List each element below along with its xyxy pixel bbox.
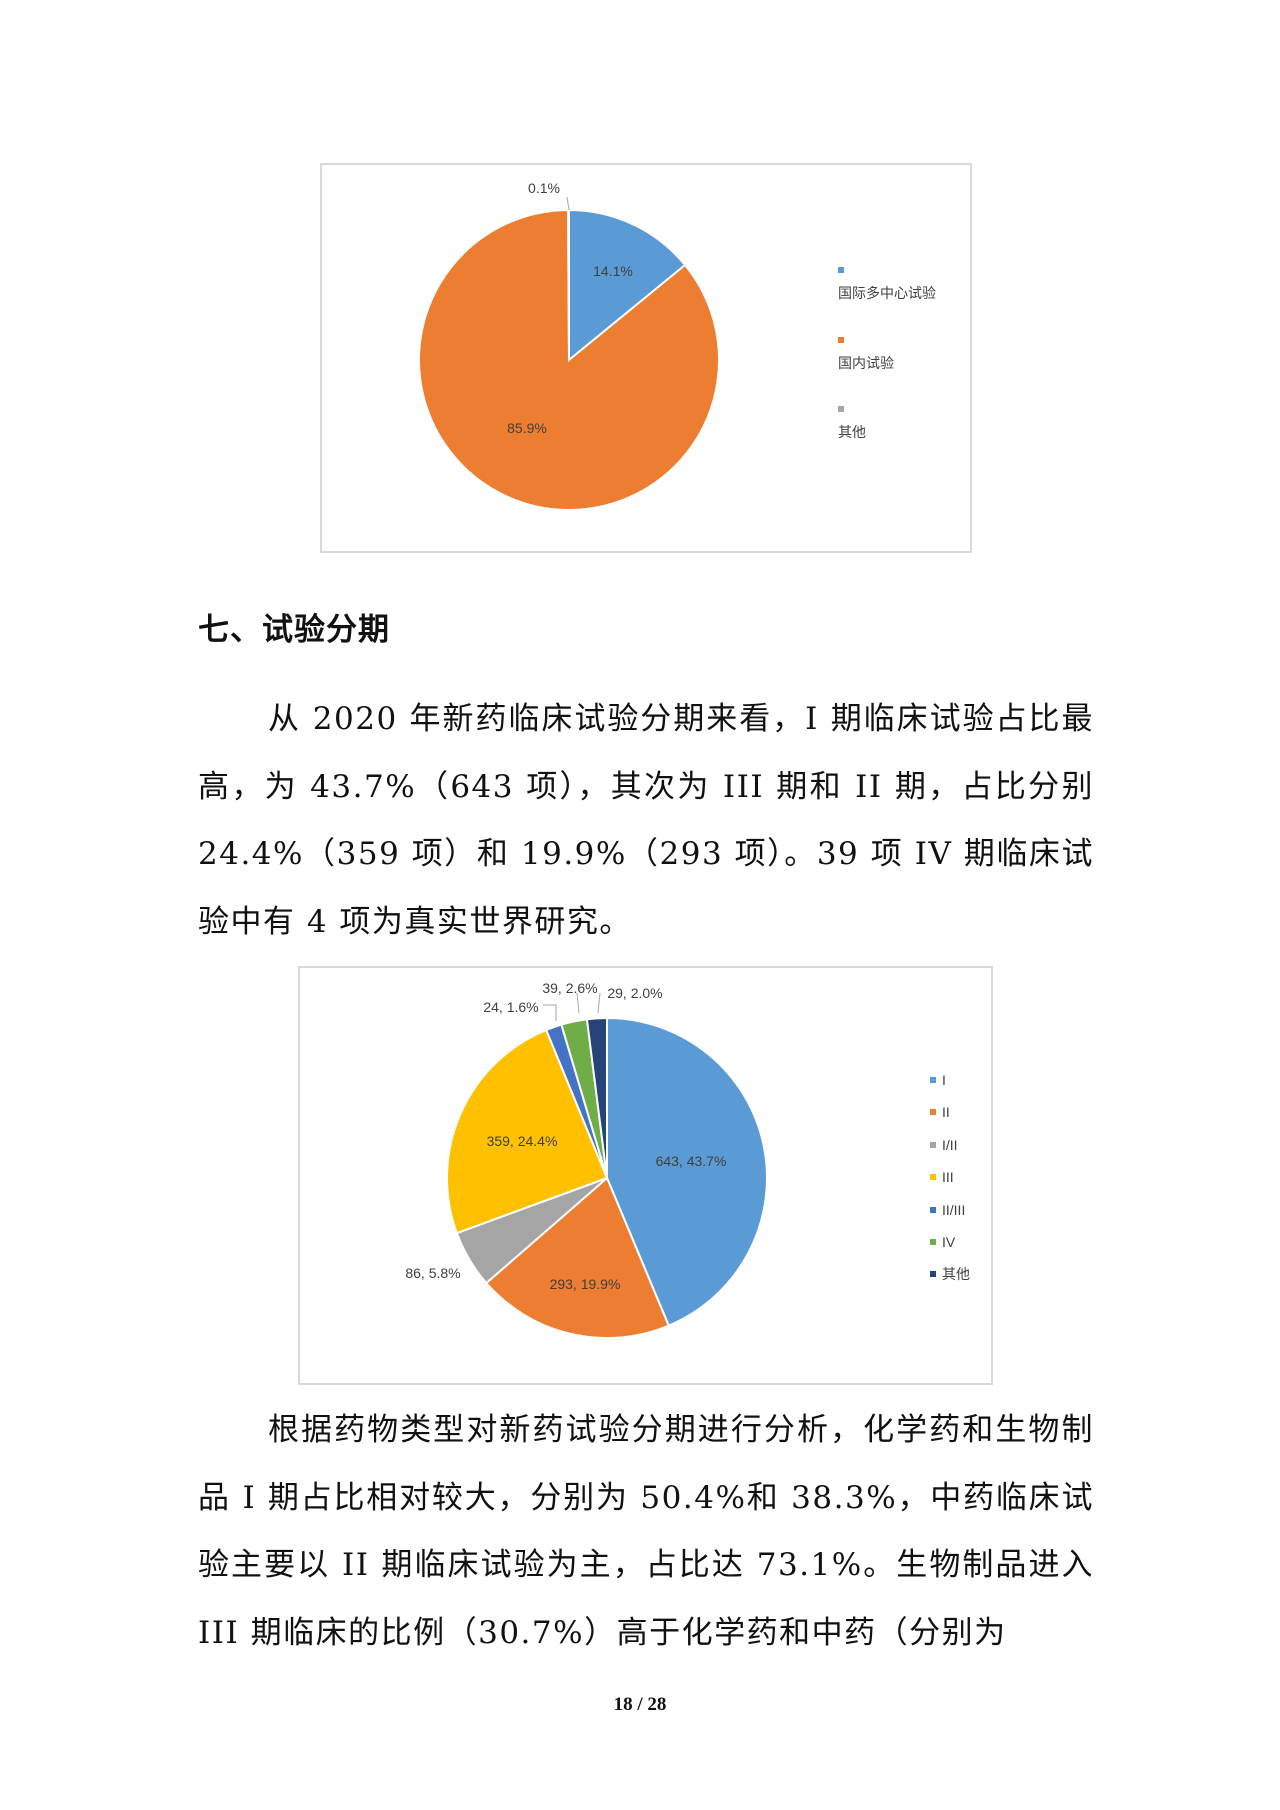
data-label: 29, 2.0% (607, 985, 662, 1001)
leader-line (597, 992, 601, 1014)
legend-label: IV (942, 1234, 956, 1250)
legend-label: 其他 (942, 1266, 970, 1282)
legend-marker (930, 1142, 936, 1148)
pie-slice (484, 1176, 671, 1339)
legend-marker (930, 1109, 936, 1115)
leader-line (543, 1004, 557, 1021)
legend-marker (930, 1174, 936, 1180)
legend-label: III (942, 1169, 954, 1185)
data-label: 85.9% (507, 420, 547, 436)
legend-marker (838, 337, 844, 343)
trial-type-pie-chart: 14.1% 85.9% 0.1% 国际多中心试验 国内试验其他 (320, 163, 972, 553)
pie-slice (606, 1016, 768, 1327)
section-heading: 七、试验分期 (198, 612, 390, 648)
legend-label: I (942, 1072, 946, 1088)
leader-line (566, 196, 570, 211)
legend-marker (930, 1077, 936, 1083)
page-number: 18 / 28 (613, 1694, 667, 1715)
data-label: 0.1% (528, 180, 560, 196)
pie-slice (418, 208, 720, 511)
legend-label: II (942, 1104, 950, 1120)
data-label: 39, 2.6% (542, 980, 597, 996)
legend-label: I/II (942, 1137, 958, 1153)
leader-line (576, 992, 580, 1014)
pie-chart-svg: 643, 43.7% 293, 19.9% 86, 5.8% 359, 24.4… (405, 980, 970, 1339)
trial-phase-pie-chart: 643, 43.7% 293, 19.9% 86, 5.8% 359, 24.4… (298, 966, 993, 1385)
data-label: 14.1% (593, 263, 633, 279)
legend-marker (930, 1207, 936, 1213)
legend-marker (838, 267, 844, 273)
body-paragraph: 从 2020 年新药临床试验分期来看，I 期临床试验占比最高，为 43.7%（6… (198, 701, 1094, 940)
legend-label: 国内试验 (838, 355, 894, 371)
legend-marker (930, 1239, 936, 1245)
pie-slice (585, 1016, 608, 1179)
pie-slice (567, 208, 570, 361)
pie-slice (568, 208, 687, 363)
data-label: 24, 1.6% (483, 999, 538, 1015)
legend-marker (930, 1271, 936, 1277)
legend-label: 国际多中心试验 (838, 285, 936, 301)
body-paragraph: 根据药物类型对新药试验分期进行分析，化学药和生物制品 I 期占比相对较大，分别为… (198, 1412, 1094, 1651)
legend-label: 其他 (838, 424, 866, 440)
data-label: 359, 24.4% (487, 1133, 558, 1149)
data-label: 643, 43.7% (656, 1153, 727, 1169)
legend-marker (838, 406, 844, 412)
data-label: 86, 5.8% (405, 1265, 460, 1281)
legend-label: II/III (942, 1202, 965, 1218)
data-label: 293, 19.9% (550, 1276, 621, 1292)
